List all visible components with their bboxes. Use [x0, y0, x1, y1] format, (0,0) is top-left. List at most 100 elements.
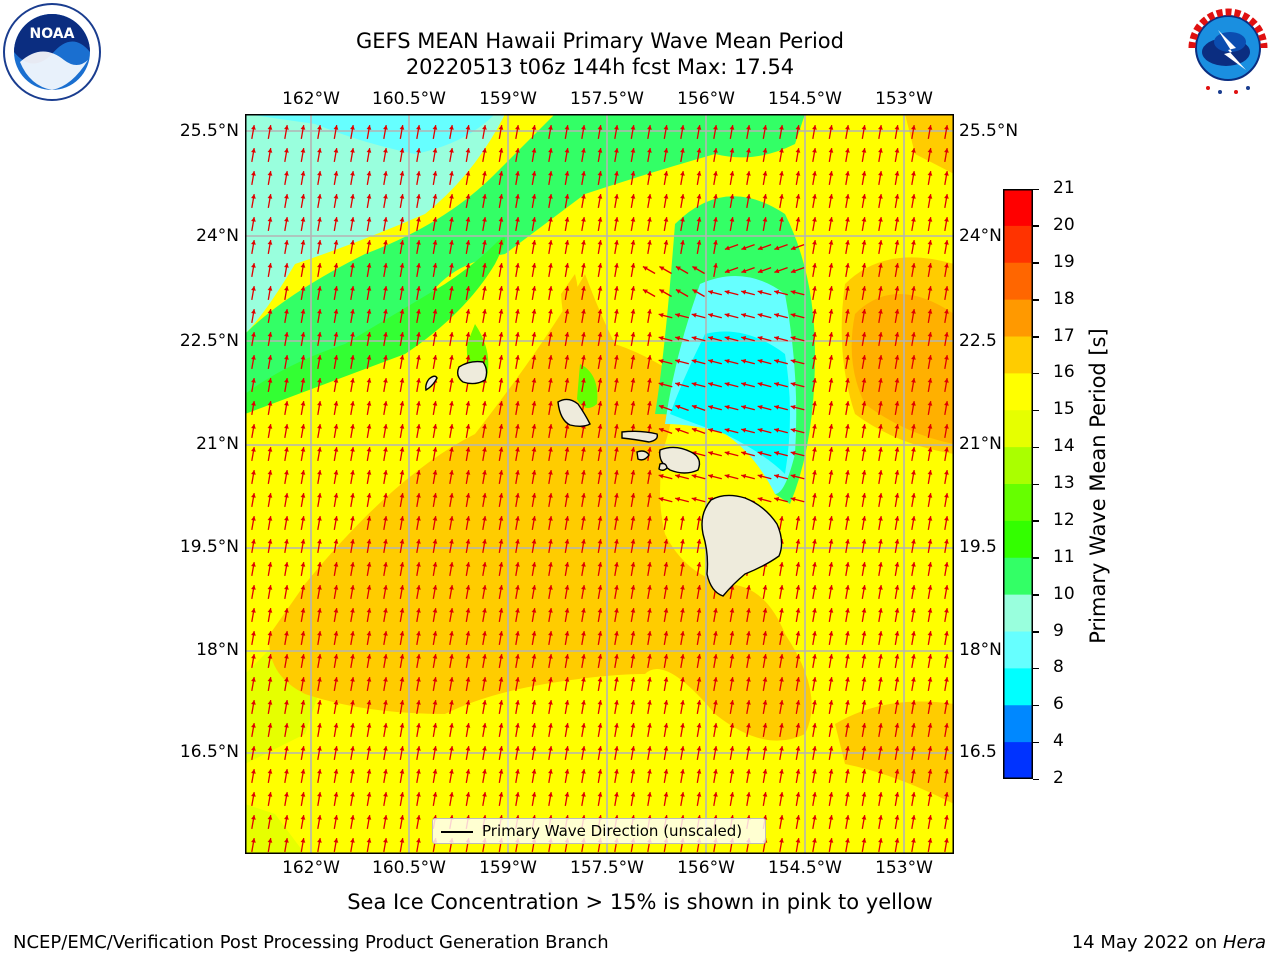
- wave-arrow-head: [548, 309, 553, 314]
- wave-arrow-head: [658, 336, 664, 341]
- wave-arrow-head: [691, 382, 697, 387]
- wave-arrow-head: [548, 332, 553, 337]
- wave-arrow-head: [432, 148, 438, 153]
- wave-arrow-head: [597, 792, 603, 797]
- wave-arrow-head: [861, 815, 867, 820]
- wave-arrow-head: [581, 746, 586, 751]
- wave-arrow-head: [515, 723, 520, 728]
- wave-arrow-head: [630, 631, 636, 636]
- wave-arrow-head: [548, 148, 553, 153]
- map-legend: Primary Wave Direction (unscaled): [432, 818, 766, 844]
- wave-arrow-head: [812, 194, 817, 199]
- wave-arrow-head: [741, 405, 747, 410]
- wave-arrow-head: [333, 746, 339, 751]
- wave-arrow-head: [614, 516, 619, 521]
- wave-arrow-head: [284, 217, 289, 222]
- wave-arrow-head: [251, 608, 256, 613]
- wave-arrow-head: [399, 148, 405, 153]
- wave-arrow-head: [581, 217, 586, 222]
- wave-arrow-head: [383, 424, 388, 429]
- wave-arrow-head: [828, 562, 834, 567]
- wave-arrow-head: [531, 585, 537, 590]
- wave-arrow-head: [267, 240, 273, 245]
- wave-arrow-head: [894, 769, 900, 774]
- wave-arrow-head: [432, 792, 438, 797]
- wave-arrow-head: [746, 677, 751, 682]
- wave-arrow-head: [251, 746, 256, 751]
- wave-arrow-head: [449, 263, 454, 268]
- wave-arrow-head: [366, 608, 372, 613]
- wave-arrow-head: [531, 654, 537, 659]
- wave-arrow-head: [614, 539, 619, 544]
- lat-tick-left: 22.5°N: [179, 331, 239, 351]
- wave-arrow-head: [894, 700, 900, 705]
- wave-arrow-head: [944, 401, 949, 406]
- wave-arrow-head: [944, 631, 949, 636]
- wave-arrow-head: [432, 746, 438, 751]
- wave-arrow-head: [416, 769, 421, 774]
- wave-arrow-head: [383, 838, 388, 843]
- wave-arrow-head: [762, 217, 768, 222]
- wave-arrow-head: [795, 631, 801, 636]
- wave-arrow-head: [911, 309, 916, 314]
- wave-arrow-head: [284, 125, 289, 130]
- wave-arrow-head: [828, 769, 834, 774]
- wave-arrow-head: [774, 336, 780, 341]
- wave-arrow-head: [432, 608, 438, 613]
- colorbar-segment: [1003, 668, 1033, 706]
- wave-arrow-head: [449, 194, 454, 199]
- wave-arrow-head: [812, 378, 817, 383]
- wave-arrow-head: [531, 447, 537, 452]
- wave-arrow-head: [564, 378, 570, 383]
- wave-arrow-head: [564, 286, 570, 291]
- wave-arrow-head: [894, 539, 900, 544]
- wave-arrow-head: [828, 447, 834, 452]
- wave-arrow-head: [659, 289, 665, 294]
- wave-arrow-head: [531, 171, 537, 176]
- wave-arrow-head: [927, 171, 933, 176]
- wave-arrow-head: [366, 332, 372, 337]
- colorbar-tick-label: 17: [1053, 325, 1075, 346]
- wave-arrow-head: [944, 539, 949, 544]
- wave-arrow-head: [416, 401, 421, 406]
- wave-arrow-head: [861, 723, 867, 728]
- wave-arrow-head: [399, 700, 405, 705]
- wave-arrow-head: [680, 585, 685, 590]
- wave-arrow-head: [317, 631, 322, 636]
- wave-arrow-head: [548, 631, 553, 636]
- colorbar-tick-mark: [1033, 741, 1039, 744]
- wave-arrow-head: [692, 266, 698, 271]
- wave-arrow-head: [317, 309, 322, 314]
- lon-tick-top: 160.5°W: [372, 89, 446, 109]
- wave-arrow-head: [812, 838, 817, 843]
- wave-arrow-head: [350, 125, 355, 130]
- wave-arrow-head: [894, 838, 900, 843]
- wave-arrow-head: [465, 746, 471, 751]
- wave-arrow-head: [911, 286, 916, 291]
- wave-arrow-head: [944, 700, 949, 705]
- colorbar-tick-mark: [1033, 188, 1039, 190]
- wave-arrow-head: [581, 539, 586, 544]
- wave-arrow-head: [845, 171, 850, 176]
- wave-arrow-head: [927, 424, 933, 429]
- lon-tick-top: 159°W: [479, 89, 537, 109]
- wave-arrow-head: [878, 838, 883, 843]
- wave-arrow-head: [663, 677, 669, 682]
- wave-arrow-head: [465, 723, 471, 728]
- wave-arrow-head: [861, 125, 867, 130]
- wave-arrow-head: [482, 125, 487, 130]
- wave-arrow-head: [300, 309, 306, 314]
- wave-arrow-head: [944, 217, 949, 222]
- wave-arrow-head: [630, 240, 636, 245]
- wave-arrow-head: [449, 516, 454, 521]
- wave-arrow-head: [845, 286, 850, 291]
- wave-arrow-head: [828, 792, 834, 797]
- lon-tick-top: 154.5°W: [768, 89, 842, 109]
- wave-arrow-head: [284, 539, 289, 544]
- wave-arrow-head: [399, 746, 405, 751]
- wave-arrow-head: [746, 217, 751, 222]
- wave-arrow-head: [878, 608, 883, 613]
- wave-arrow-head: [911, 378, 916, 383]
- wave-arrow-head: [614, 217, 619, 222]
- noaa-logo-text: NOAA: [30, 26, 75, 42]
